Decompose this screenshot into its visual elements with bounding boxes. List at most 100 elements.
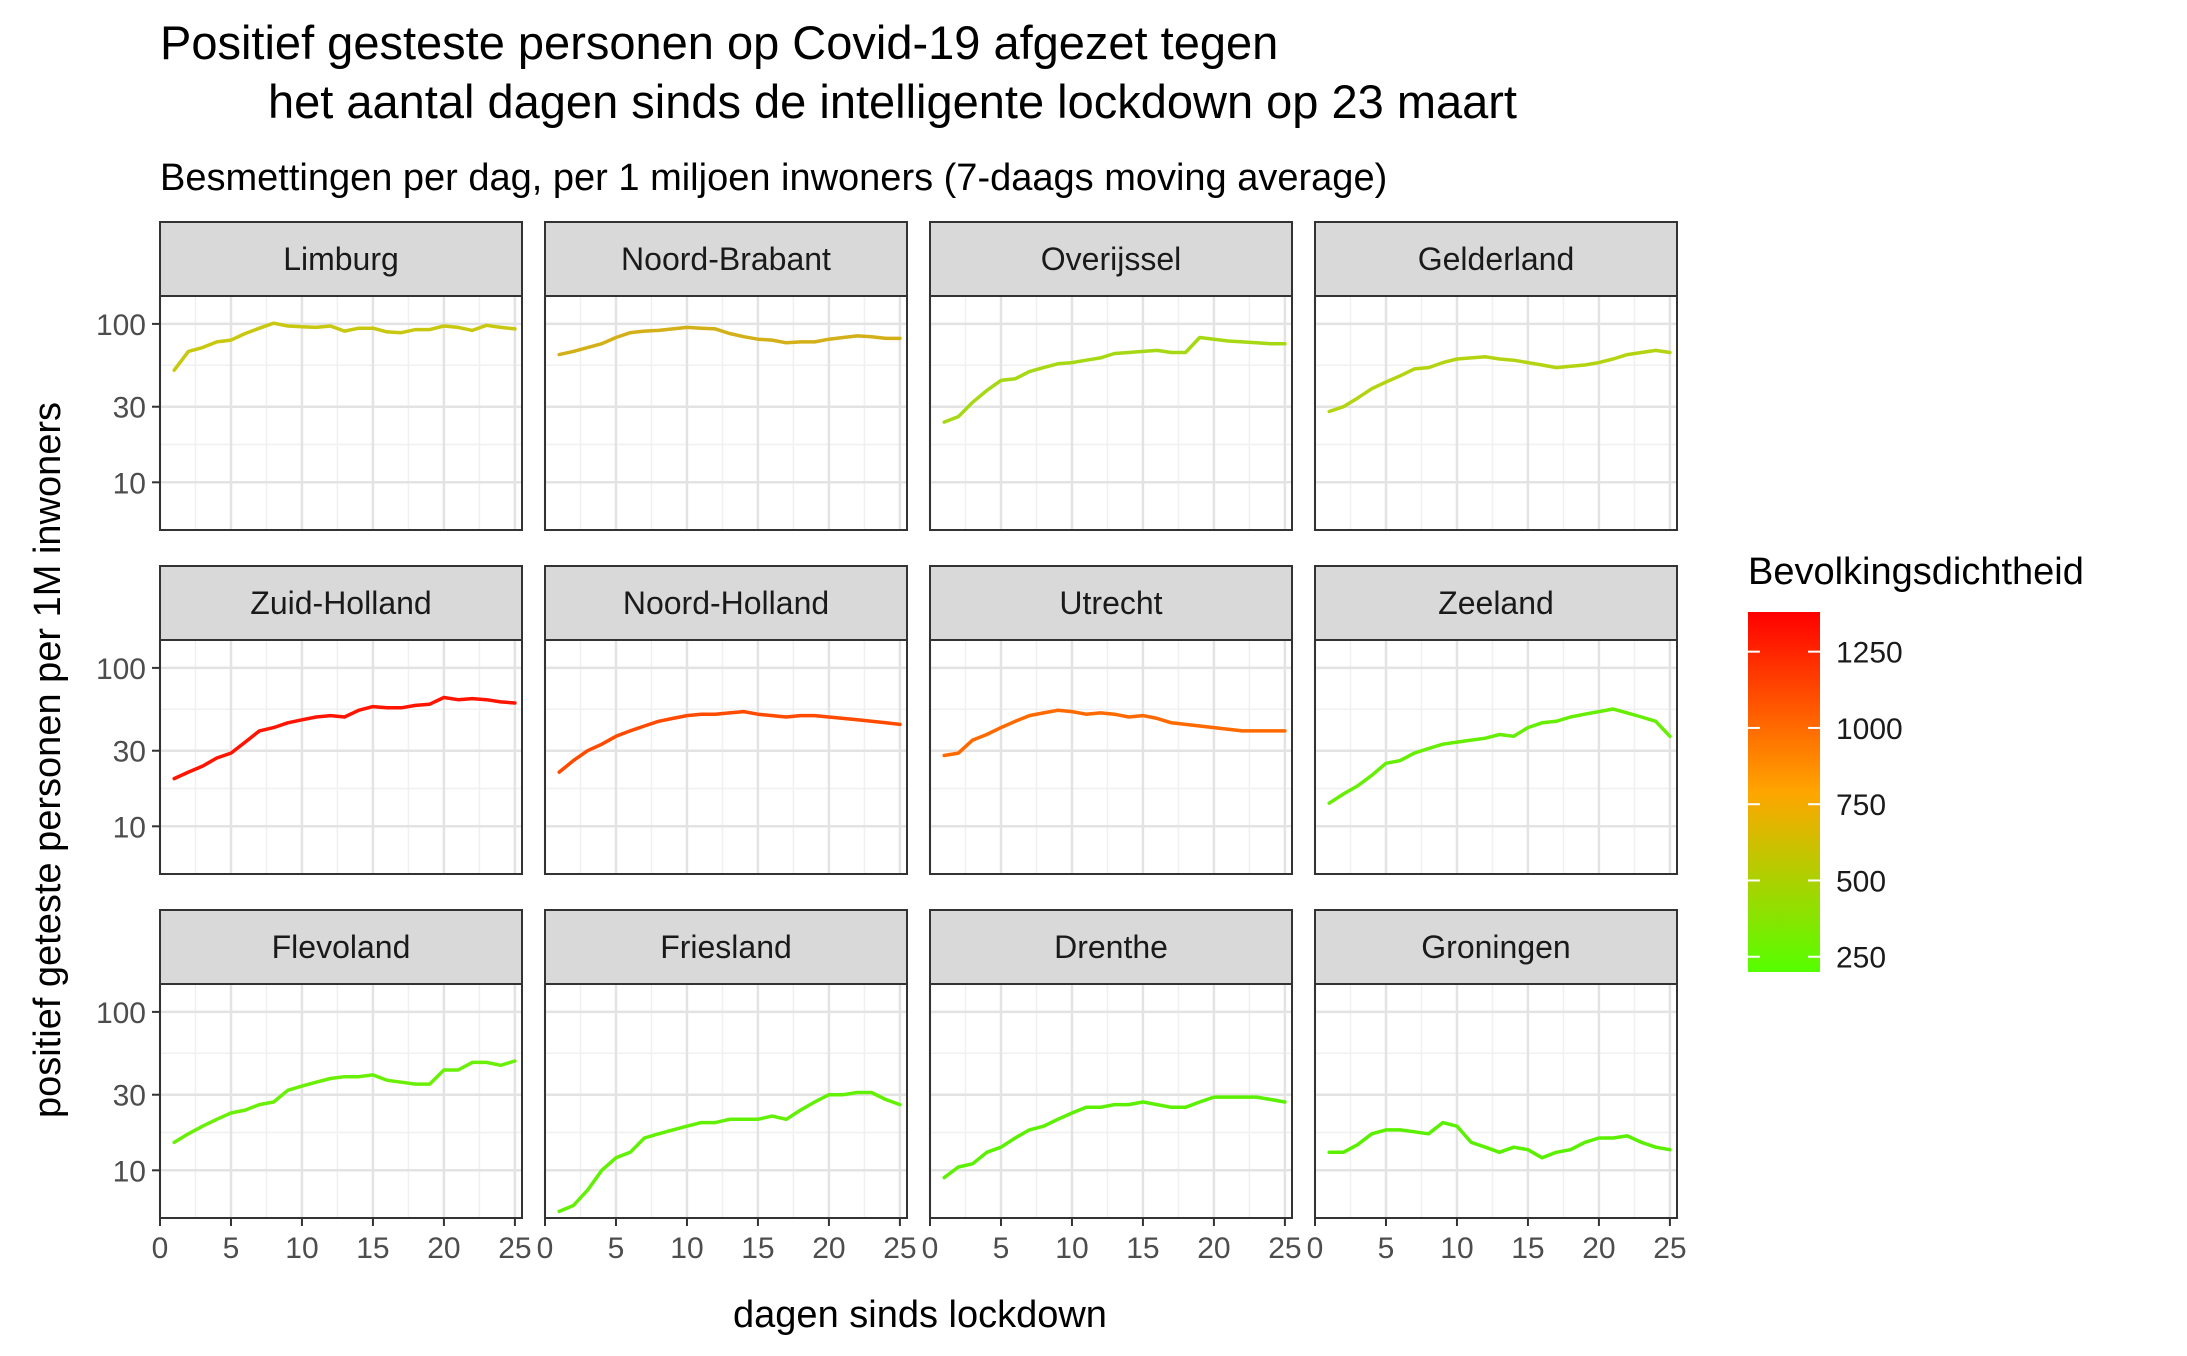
series-line-groningen: [1327, 1120, 1672, 1160]
chart-subtitle: Besmettingen per dag, per 1 miljoen inwo…: [160, 157, 1387, 199]
legend-tick-label: 750: [1836, 789, 1886, 822]
panel-zeeland: Zeeland: [1313, 565, 1678, 875]
series-line-noord-brabant: [557, 325, 902, 357]
strip-label-overijssel: Overijssel: [1041, 241, 1181, 277]
chart-title-line1: Positief gesteste personen op Covid-19 a…: [160, 16, 1278, 69]
strip-label-utrecht: Utrecht: [1059, 585, 1162, 621]
strip-background: [159, 565, 523, 641]
x-tick-label: 15: [741, 1232, 774, 1265]
strip-background: [159, 221, 523, 297]
y-tick-label: 30: [113, 736, 146, 769]
series-line-friesland: [557, 1090, 902, 1214]
y-tick-label: 30: [113, 1080, 146, 1113]
x-tick-label: 25: [1653, 1232, 1686, 1265]
y-tick-label: 30: [113, 392, 146, 425]
panel-background: [545, 640, 907, 874]
panel-groningen: Groningen: [1313, 909, 1678, 1219]
series-line-noord-holland: [557, 709, 902, 774]
x-tick-label: 0: [1307, 1232, 1324, 1265]
series-line-gelderland: [1327, 348, 1672, 414]
x-tick-label: 25: [1268, 1232, 1301, 1265]
panel-background: [930, 640, 1292, 874]
strip-label-zeeland: Zeeland: [1438, 585, 1554, 621]
strip-label-noord-brabant: Noord-Brabant: [621, 241, 831, 277]
x-tick-label: 10: [1440, 1232, 1473, 1265]
strip-background: [1314, 909, 1678, 985]
legend-tick-label: 1250: [1836, 637, 1903, 670]
strip-label-drenthe: Drenthe: [1054, 929, 1168, 965]
x-tick-label: 0: [922, 1232, 939, 1265]
panels: Limburg Noord-Brabant Overijssel Gelderland…: [158, 221, 1678, 1219]
y-tick-label: 10: [113, 467, 146, 500]
panel-background: [1315, 984, 1677, 1218]
series-line-zuid-holland: [172, 695, 517, 781]
panel-background: [160, 640, 522, 874]
panel-flevoland: Flevoland: [158, 909, 523, 1219]
y-tick-label: 100: [96, 997, 146, 1030]
panel-noord-holland: Noord-Holland: [543, 565, 908, 875]
panel-background: [160, 296, 522, 530]
y-tick-label: 100: [96, 309, 146, 342]
panel-noord-brabant: Noord-Brabant: [543, 221, 908, 531]
strip-background: [544, 221, 908, 297]
x-tick-label: 5: [1378, 1232, 1395, 1265]
x-tick-label: 10: [1055, 1232, 1088, 1265]
x-tick-label: 5: [223, 1232, 240, 1265]
x-tick-label: 5: [608, 1232, 625, 1265]
y-axis-title: positief geteste personen per 1M inwoner…: [27, 402, 69, 1118]
legend-tick-label: 1000: [1836, 713, 1903, 746]
strip-label-noord-holland: Noord-Holland: [623, 585, 829, 621]
panel-background: [1315, 640, 1677, 874]
panel-overijssel: Overijssel: [928, 221, 1293, 531]
x-tick-label: 20: [1197, 1232, 1230, 1265]
legend-tick-label: 250: [1836, 942, 1886, 975]
x-tick-label: 15: [356, 1232, 389, 1265]
strip-label-friesland: Friesland: [660, 929, 792, 965]
x-tick-label: 10: [670, 1232, 703, 1265]
series-line-utrecht: [942, 708, 1287, 758]
panel-background: [545, 984, 907, 1218]
strip-background: [929, 565, 1293, 641]
panel-drenthe: Drenthe: [928, 909, 1293, 1219]
series-line-overijssel: [942, 335, 1287, 424]
x-tick-label: 20: [427, 1232, 460, 1265]
strip-label-groningen: Groningen: [1421, 929, 1570, 965]
panel-background: [930, 984, 1292, 1218]
legend-tick-label: 500: [1836, 865, 1886, 898]
y-tick-label: 10: [113, 1155, 146, 1188]
strip-background: [1314, 565, 1678, 641]
legend: Bevolkingsdichtheid 250 500 750 1000 1250: [1748, 551, 2084, 975]
x-axis-title: dagen sinds lockdown: [733, 1294, 1107, 1336]
strip-label-limburg: Limburg: [283, 241, 399, 277]
x-tick-label: 15: [1511, 1232, 1544, 1265]
y-tick-label: 10: [113, 811, 146, 844]
panel-gelderland: Gelderland: [1313, 221, 1678, 531]
panel-background: [930, 296, 1292, 530]
panel-background: [1315, 296, 1677, 530]
series-line-drenthe: [942, 1095, 1287, 1180]
strip-label-flevoland: Flevoland: [272, 929, 411, 965]
strip-background: [544, 909, 908, 985]
series-line-zeeland: [1327, 707, 1672, 805]
strip-background: [1314, 221, 1678, 297]
strip-background: [159, 909, 523, 985]
strip-label-gelderland: Gelderland: [1418, 241, 1575, 277]
panel-utrecht: Utrecht: [928, 565, 1293, 875]
x-tick-label: 5: [993, 1232, 1010, 1265]
strip-background: [544, 565, 908, 641]
x-tick-label: 0: [152, 1232, 169, 1265]
x-tick-label: 10: [285, 1232, 318, 1265]
y-tick-label: 100: [96, 653, 146, 686]
panel-background: [545, 296, 907, 530]
x-tick-label: 15: [1126, 1232, 1159, 1265]
chart-title-line2: het aantal dagen sinds de intelligente l…: [268, 75, 1517, 128]
x-tick-label: 20: [812, 1232, 845, 1265]
series-line-limburg: [172, 321, 517, 372]
panel-zuid-holland: Zuid-Holland: [158, 565, 523, 875]
panel-friesland: Friesland: [543, 909, 908, 1219]
x-tick-label: 25: [883, 1232, 916, 1265]
strip-label-zuid-holland: Zuid-Holland: [250, 585, 431, 621]
